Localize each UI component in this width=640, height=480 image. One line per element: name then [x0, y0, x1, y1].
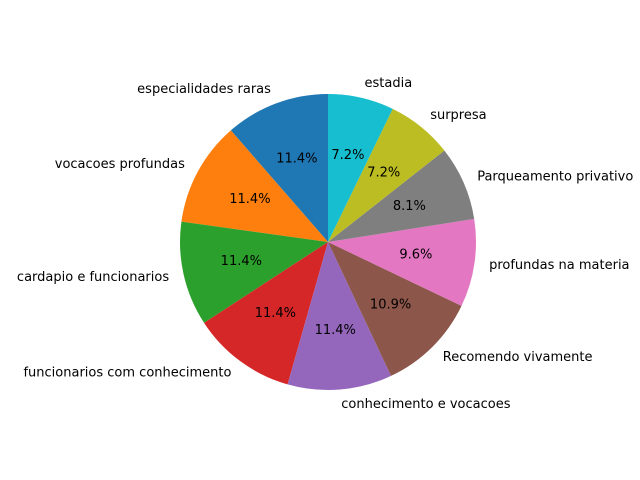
slice-category-label: Recomendo vivamente: [443, 350, 593, 365]
category-labels: especialidades raras vocacoes profundas ca…: [17, 76, 633, 412]
slice-percent-label: 8.1%: [393, 199, 426, 214]
slice-category-label: Parqueamento privativo: [477, 169, 633, 184]
pie-slice: [328, 218, 476, 306]
pie-slice: [230, 94, 328, 242]
slice-percent-label: 10.9%: [370, 297, 411, 312]
pie-slice: [328, 150, 475, 242]
slice-category-label: especialidades raras: [137, 82, 271, 97]
slice-category-label: profundas na materia: [489, 258, 629, 273]
pie-slice: [328, 242, 462, 376]
slice-category-label: estadia: [365, 76, 413, 91]
slice-percent-label: 11.4%: [229, 192, 270, 207]
pie-slice: [328, 94, 393, 242]
slice-category-label: cardapio e funcionarios: [17, 270, 169, 285]
slice-percent-label: 11.4%: [276, 151, 317, 166]
slice-percent-label: 7.2%: [367, 165, 400, 180]
slice-category-label: vocacoes profundas: [55, 157, 185, 172]
pie-slice: [204, 242, 328, 385]
slice-category-label: funcionarios com conhecimento: [23, 366, 231, 381]
pie-slice: [287, 242, 392, 391]
pie-slice: [181, 130, 328, 242]
slice-percent-label: 7.2%: [331, 148, 364, 163]
pie-slice: [180, 221, 328, 323]
percentage-labels: 11.4% 11.4% 11.4% 11.4% 11.4% 10.9% 9.6% 8.1% 7.…: [221, 148, 433, 338]
slice-percent-label: 11.4%: [255, 306, 296, 321]
pie-slice: [328, 108, 445, 242]
slice-category-label: surpresa: [430, 108, 486, 123]
pie-slices: [180, 94, 476, 391]
slice-category-label: conhecimento e vocacoes: [341, 397, 510, 412]
slice-percent-label: 11.4%: [315, 323, 356, 338]
slice-percent-label: 11.4%: [221, 254, 262, 269]
slice-percent-label: 9.6%: [399, 247, 432, 262]
